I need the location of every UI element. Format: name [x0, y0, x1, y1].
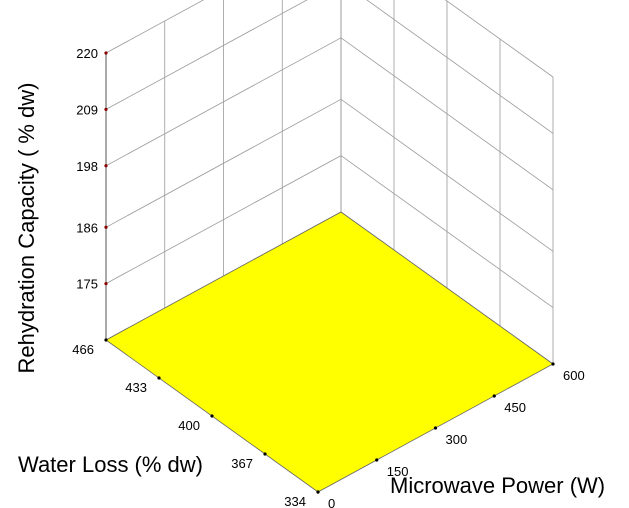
- z-tick-mark: [104, 225, 108, 229]
- z-tick-mark: [104, 164, 108, 168]
- x-tick-label: 300: [446, 432, 468, 447]
- y-tick-mark: [210, 414, 214, 418]
- y-tick-label: 334: [284, 494, 306, 508]
- x-tick-mark: [375, 458, 379, 462]
- y-tick-label: 433: [125, 380, 147, 395]
- z-axis-title: Rehydration Capacity ( % dw): [14, 82, 39, 373]
- x-tick-mark: [433, 426, 438, 430]
- z-tick-label: 209: [76, 102, 98, 117]
- x-tick-label: 150: [387, 464, 409, 479]
- z-tick-label: 175: [76, 277, 98, 292]
- z-tick-label: 198: [76, 159, 98, 174]
- x-tick-mark: [551, 362, 555, 366]
- y-tick-mark: [104, 338, 108, 342]
- x-tick-label: 0: [328, 496, 335, 508]
- y-tick-label: 367: [231, 456, 253, 471]
- x-tick-label: 600: [563, 368, 585, 383]
- floor-plane: [105, 211, 554, 493]
- z-tick-mark: [104, 107, 108, 111]
- y-tick-mark: [157, 376, 161, 380]
- x-tick-mark: [492, 394, 496, 398]
- y-tick-label: 400: [178, 418, 200, 433]
- y-tick-label: 466: [72, 342, 94, 357]
- y-axis-title: Water Loss (% dw): [18, 452, 203, 477]
- contour-floor: [105, 211, 554, 493]
- y-tick-mark: [263, 452, 267, 456]
- x-axis-title: Microwave Power (W): [390, 473, 605, 498]
- x-tick-label: 450: [504, 400, 526, 415]
- x-tick-mark: [316, 490, 320, 494]
- z-tick-label: 220: [76, 46, 98, 61]
- axis-ticks: 175 186 198 209 220 334 367 400 433 466 0 150 300 450…: [72, 46, 584, 508]
- z-tick-mark: [104, 282, 108, 286]
- z-tick-label: 186: [76, 220, 98, 235]
- z-tick-mark: [104, 51, 108, 55]
